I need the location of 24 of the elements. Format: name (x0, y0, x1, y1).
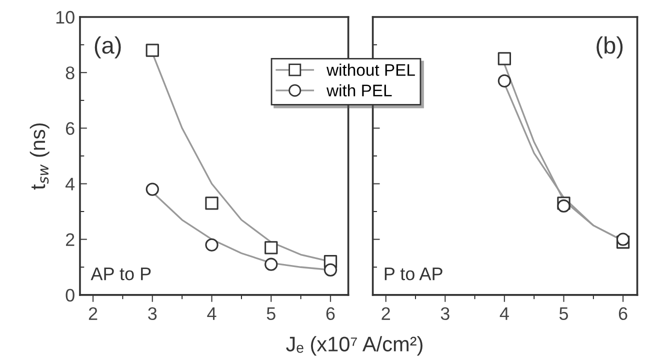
y-tick-label: 8 (66, 66, 74, 80)
x-tick-label: 2 (382, 307, 390, 320)
x-tick-label: 4 (207, 307, 216, 320)
x-tick-label: 5 (266, 307, 276, 320)
y-tick-label: 10 (56, 10, 74, 24)
annotation: (b) (596, 36, 623, 58)
y-tick-label: 2 (66, 233, 74, 246)
y-tick-label: 4 (65, 178, 75, 190)
annotation: P to AP (384, 268, 442, 280)
x-tick-label: 3 (440, 307, 450, 320)
x-tick-label: 2 (88, 307, 98, 320)
y-tick-label: 6 (66, 122, 74, 135)
x-axis-title: Jₑ (x10⁷ A/cm²) (286, 336, 422, 356)
x-tick-label: 6 (618, 307, 628, 320)
x-tick-label: 5 (559, 307, 568, 320)
annotation: AP to P (90, 268, 151, 280)
legend-label: without PEL (326, 64, 415, 76)
y-axis-title: t$_{sw}$ (ns) (30, 123, 50, 190)
x-tick-label: 4 (500, 307, 509, 320)
x-tick-label: 6 (326, 307, 335, 320)
legend-label: with PEL (326, 84, 392, 96)
annotation: (a) (94, 36, 121, 58)
y-tick-label: 0 (66, 288, 74, 302)
x-tick-label: 3 (148, 307, 157, 320)
